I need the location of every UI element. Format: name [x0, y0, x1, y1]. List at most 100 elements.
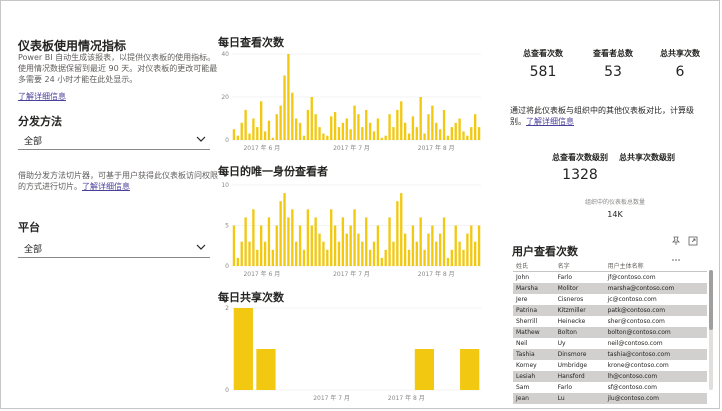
x-tick-label: 2017 年 8 月: [418, 144, 455, 152]
bar: [442, 109, 446, 140]
bar: [291, 92, 294, 140]
learn-more-link[interactable]: 了解详细信息: [18, 92, 66, 101]
table-cell: Jean: [513, 393, 555, 404]
table-row: Patrina Kitzmiller patk@contoso.com: [513, 305, 707, 316]
table-row: Marsha Molitor marsha@contoso.com: [513, 283, 707, 294]
bar: [415, 241, 418, 266]
bar: [287, 54, 290, 140]
bar: [306, 209, 310, 266]
bar: [330, 116, 333, 140]
table-row: Neil Uy neil@contoso.com: [513, 338, 707, 349]
bar: [357, 114, 360, 140]
column-header[interactable]: 姓氏: [513, 260, 555, 272]
total-viewers-value: 53: [604, 64, 622, 80]
bar: [333, 225, 337, 266]
bar: [260, 101, 263, 140]
bar: [403, 233, 407, 266]
table-cell: Bolton: [554, 327, 605, 338]
y-tick-label: 0: [225, 263, 229, 270]
table-cell: lh@contoso.com: [604, 371, 707, 382]
bar: [341, 217, 345, 266]
table-cell: Tashia: [513, 349, 555, 360]
bar: [396, 109, 399, 140]
table-cell: Neil: [516, 340, 528, 347]
bar: [252, 118, 255, 140]
bar: [353, 209, 356, 266]
platform-label: 平台: [18, 221, 40, 234]
x-tick-label: 2017 年 6 月: [243, 144, 280, 152]
bar: [314, 217, 317, 266]
bar: [349, 129, 352, 140]
bar: [361, 127, 364, 140]
bar: [260, 225, 263, 266]
x-tick-label: 2017 年 7 月: [333, 270, 370, 278]
bar: [460, 349, 480, 390]
distribution-label: 分发方法: [18, 115, 62, 128]
table-cell: John: [516, 274, 530, 281]
table-scrollbar-track[interactable]: [709, 270, 713, 390]
bar: [240, 241, 243, 266]
bar: [283, 75, 286, 140]
table-row: Sam Farlo sf@contoso.com: [513, 382, 707, 393]
y-tick-label: 10: [221, 182, 229, 189]
y-tick-label: 0: [225, 137, 229, 144]
table-cell: Kitzmiller: [554, 305, 605, 316]
distribution-dropdown[interactable]: 全部: [18, 131, 210, 150]
table-row: Lesiah Hansford lh@contoso.com: [513, 371, 707, 382]
tip-learn-more-link[interactable]: 了解详细信息: [82, 182, 130, 191]
bar: [283, 193, 286, 266]
table-cell: Sherrill: [516, 318, 538, 325]
bar: [322, 133, 325, 140]
more-options-icon[interactable]: [671, 250, 681, 261]
bar: [271, 249, 275, 266]
bar: [279, 105, 282, 140]
total-viewers-label: 查看者总数: [593, 49, 633, 58]
dashboard-count-value: 14K: [607, 210, 623, 219]
y-tick-label: 20: [221, 94, 229, 101]
bar: [462, 249, 465, 266]
column-header[interactable]: 名字: [554, 260, 605, 272]
pin-icon[interactable]: [671, 231, 681, 245]
bar: [244, 109, 247, 140]
bar: [431, 225, 434, 266]
bar: [435, 241, 438, 266]
bar: [263, 131, 267, 140]
bar: [357, 233, 360, 266]
focus-mode-icon[interactable]: [688, 231, 698, 246]
bar: [435, 122, 438, 140]
table-cell: Mathew: [513, 327, 555, 338]
table-cell: tashia@contoso.com: [604, 349, 707, 360]
dashboard-count-label: 组织中的仪表板总数量: [584, 199, 645, 206]
rank-learn-more-link[interactable]: 了解详细信息: [526, 117, 574, 126]
bar: [466, 233, 469, 266]
bar: [438, 129, 442, 140]
bar: [302, 135, 306, 140]
bar: [291, 209, 294, 266]
rank-description-text: 通过将此仪表板与组织中的其他仪表板对比，计算级别。: [510, 106, 694, 126]
table-cell: jc@contoso.com: [607, 296, 657, 303]
bar: [419, 217, 422, 266]
bar: [388, 217, 391, 266]
share-rank-label: 总共享次数级别: [619, 153, 675, 162]
column-header[interactable]: 用户主体名称: [604, 260, 707, 272]
table-scrollbar-thumb[interactable]: [709, 270, 713, 330]
chevron-down-icon: [196, 244, 206, 250]
bar: [400, 193, 403, 266]
bar: [427, 114, 430, 140]
bar: [248, 133, 251, 140]
table-cell: jlu@contoso.com: [604, 393, 707, 404]
bar: [233, 308, 253, 390]
report-description: Power BI 自动生成该报表，以提供仪表板的使用指标。使用情况数据保留到最近…: [18, 53, 218, 84]
platform-dropdown[interactable]: 全部: [18, 239, 210, 258]
table-cell: patk@contoso.com: [604, 305, 707, 316]
bar: [318, 127, 321, 140]
total-views-label: 总查看次数: [523, 49, 563, 58]
bar: [427, 233, 430, 266]
total-views-value: 581: [529, 64, 557, 80]
y-tick-label: 2: [225, 305, 229, 312]
bar: [271, 137, 275, 140]
table-cell: Hansford: [554, 371, 605, 382]
bar: [310, 97, 313, 140]
platform-value: 全部: [24, 245, 43, 255]
x-tick-label: 2017 年 7 月: [333, 144, 370, 152]
